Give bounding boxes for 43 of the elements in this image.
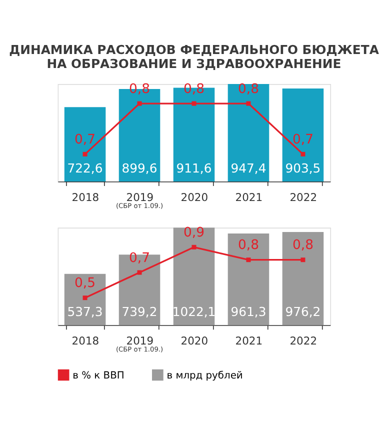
bar bbox=[64, 274, 106, 326]
x-tick-label: 2021 bbox=[235, 190, 263, 204]
x-tick-label: 2022 bbox=[290, 190, 318, 204]
data-label: 0,8 bbox=[238, 82, 259, 97]
legend-label: в млрд рублей bbox=[166, 370, 243, 382]
data-label: 0,7 bbox=[129, 250, 150, 266]
data-label: 537,3 bbox=[67, 305, 103, 320]
point bbox=[192, 244, 196, 250]
chart-title: ДИНАМИКА РАСХОДОВ ФЕДЕРАЛЬНОГО БЮДЖЕТА НА ОБРАЗОВАНИЕ И ЗДРАВООХРАНЕНИЕ bbox=[9, 42, 380, 72]
bar bbox=[228, 233, 270, 326]
point bbox=[246, 258, 251, 262]
x-tick-label: 2018 bbox=[72, 334, 100, 348]
data-label: 911,6 bbox=[176, 161, 212, 176]
data-label: 1022,1 bbox=[172, 305, 216, 320]
data-label: 947,4 bbox=[230, 161, 266, 176]
x-tick-label: 2020 bbox=[180, 334, 208, 348]
bar bbox=[282, 88, 324, 182]
bar bbox=[282, 232, 324, 326]
bar bbox=[228, 84, 270, 182]
x-tick-label: 2019 bbox=[126, 334, 154, 348]
data-label: 0,7 bbox=[74, 132, 96, 148]
data-label: 722,6 bbox=[67, 161, 103, 176]
x-tick-label: 2018 bbox=[72, 190, 100, 204]
point bbox=[82, 296, 88, 300]
data-label: 899,6 bbox=[122, 161, 158, 176]
x-tick-label: 2022 bbox=[290, 334, 318, 348]
x-tick-label: 2020 bbox=[180, 190, 208, 204]
data-label: 0,5 bbox=[74, 276, 96, 292]
legend-label: в % к ВВП bbox=[72, 370, 124, 382]
point bbox=[137, 270, 142, 275]
point bbox=[300, 258, 306, 262]
data-label: 0,7 bbox=[292, 132, 314, 148]
x-tick-label: 2019 bbox=[126, 190, 154, 204]
data-label: 903,5 bbox=[285, 161, 321, 176]
bar bbox=[64, 107, 106, 182]
data-label: 976,2 bbox=[285, 305, 321, 320]
data-label: 0,8 bbox=[292, 238, 314, 254]
bar bbox=[173, 228, 215, 326]
data-label: 0,8 bbox=[238, 238, 259, 254]
data-label: 0,9 bbox=[184, 225, 204, 240]
data-label: 739,2 bbox=[122, 305, 158, 320]
x-tick-label: 2021 bbox=[235, 334, 263, 348]
data-label: 961,3 bbox=[230, 305, 266, 320]
